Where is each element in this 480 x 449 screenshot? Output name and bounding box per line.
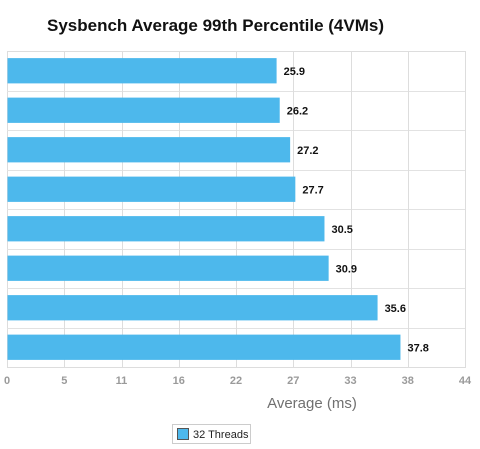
x-tick-label: 27	[287, 375, 299, 387]
bar[interactable]	[7, 137, 291, 163]
bar-value-label: 35.6	[385, 303, 406, 315]
x-tick-label: 44	[459, 375, 472, 387]
bar-value-label: 25.9	[284, 66, 305, 78]
data-labels: 25.9 26.2 27.2 27.7 30.5 30.9 35.6 37.8	[284, 66, 429, 355]
x-tick-label: 38	[402, 375, 414, 387]
x-tick-label: 11	[116, 375, 128, 387]
legend[interactable]: 32 Threads	[172, 424, 251, 444]
bar[interactable]	[7, 334, 401, 360]
x-tick-label: 22	[230, 375, 242, 387]
bar[interactable]	[7, 216, 325, 242]
x-tick-label: 33	[344, 375, 356, 387]
bar-value-label: 27.7	[302, 184, 323, 196]
legend-box	[172, 424, 251, 444]
x-tick-label: 5	[61, 375, 67, 387]
x-tick-label: 16	[173, 375, 185, 387]
x-axis-label: Average (ms)	[267, 395, 357, 412]
x-tick-label: 0	[4, 375, 10, 387]
bar[interactable]	[7, 97, 280, 123]
chart-title: Sysbench Average 99th Percentile (4VMs)	[47, 16, 384, 35]
bar[interactable]	[7, 58, 277, 84]
bar-value-label: 30.5	[331, 224, 352, 236]
bar[interactable]	[7, 295, 378, 321]
legend-swatch	[177, 428, 189, 440]
bar-value-label: 27.2	[297, 145, 318, 157]
bar[interactable]	[7, 176, 296, 202]
bar-value-label: 37.8	[407, 342, 428, 354]
x-axis-ticks: 0 5 11 16 22 27 33 38 44	[4, 375, 472, 387]
legend-label: 32 Threads	[193, 429, 249, 441]
bars	[7, 58, 401, 360]
bar-value-label: 26.2	[287, 105, 308, 117]
bar-value-label: 30.9	[336, 263, 357, 275]
bar[interactable]	[7, 255, 329, 281]
